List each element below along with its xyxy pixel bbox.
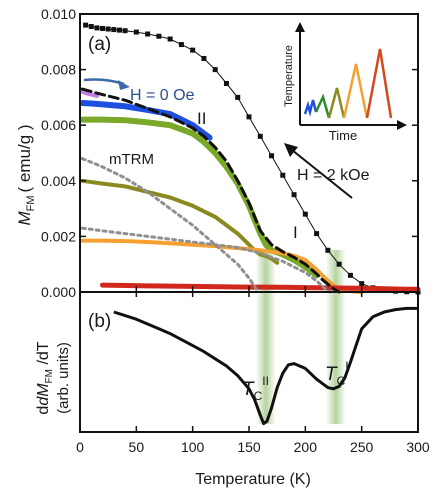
point-black_2kOe — [302, 211, 308, 217]
point-black_2kOe — [280, 172, 286, 178]
point-black_2kOe — [235, 94, 241, 100]
annotation-phase-i: I — [293, 223, 298, 242]
inset-segment-red — [365, 48, 393, 119]
point-black_2kOe — [100, 25, 106, 31]
x-tick-label: 250 — [350, 439, 374, 455]
point-black_2kOe — [156, 33, 162, 39]
point-black_2kOe — [111, 27, 117, 33]
tc-ii-label: TCII — [242, 374, 269, 403]
inset-x-label: Time — [329, 128, 357, 143]
point-black_2kOe — [359, 281, 365, 287]
point-black_2kOe — [246, 114, 252, 120]
axes: 0.000 0.002 0.004 0.006 0.008 0.010 0 50 100 150 2… — [41, 6, 430, 455]
x-tick-label: 100 — [181, 439, 205, 455]
point-black_2kOe — [212, 67, 218, 73]
inset-segment-green — [314, 93, 331, 119]
series-black_2kOe-line — [85, 24, 419, 293]
point-black_2kOe — [190, 47, 196, 53]
point-black_2kOe — [201, 55, 207, 61]
y-tick-label-a: 0.004 — [41, 173, 76, 189]
inset-segment-blue — [303, 99, 318, 117]
y-tick-label-a: 0.002 — [41, 228, 76, 244]
series-fit_dashed — [80, 87, 341, 294]
panel-b-label: (b) — [88, 311, 111, 332]
y-tick-label-a: 0.010 — [41, 6, 76, 22]
annotation-mtrm: mTRM — [109, 151, 154, 168]
series-red — [100, 282, 421, 292]
frame-panel-b — [79, 291, 419, 433]
inset-y-label: Temperature — [283, 45, 295, 107]
point-black_2kOe — [145, 31, 151, 37]
inset-segment-orange — [342, 63, 369, 119]
x-tick-label: 0 — [76, 439, 84, 455]
transition-bands — [255, 250, 346, 424]
point-black_2kOe — [167, 36, 173, 42]
panel-b — [113, 306, 418, 426]
point-black_2kOe — [257, 133, 263, 139]
annotation-h-two: H = 2 kOe — [297, 167, 370, 184]
point-black_2kOe — [347, 272, 353, 278]
series-derivative — [113, 306, 418, 426]
inset-segment-olive — [327, 87, 346, 119]
series-mTRM_upper — [80, 157, 260, 294]
y-tick-label-a: 0.006 — [41, 117, 76, 133]
panel-a-label: (a) — [88, 34, 111, 55]
arrow-h-two — [284, 143, 353, 199]
x-tick-label: 150 — [237, 439, 261, 455]
point-black_2kOe — [223, 81, 229, 86]
y-axis-label-b-line2: (arb. units) — [55, 342, 72, 414]
point-black_2kOe — [105, 26, 111, 32]
x-tick-label: 50 — [129, 439, 145, 455]
y-axis-label-a: MFM( emu/g ) — [15, 124, 37, 225]
point-black_2kOe — [88, 24, 94, 30]
x-axis-label: Temperature (K) — [195, 471, 311, 488]
point-black_2kOe — [314, 231, 320, 237]
point-black_2kOe — [94, 25, 100, 31]
series-violet — [80, 89, 99, 98]
transition-band-1 — [255, 250, 276, 424]
y-tick-label-a: 0.000 — [41, 284, 76, 300]
point-black_2kOe — [178, 42, 184, 48]
point-black_2kOe — [133, 29, 139, 35]
x-tick-label: 300 — [406, 439, 430, 455]
annotation-h-zero: H = 0 Oe — [130, 87, 195, 104]
inset-temperature-time: Temperature Time — [283, 22, 407, 143]
point-black_2kOe — [83, 22, 89, 28]
annotation-phase-ii: II — [197, 109, 206, 128]
transition-band-2 — [325, 250, 346, 424]
x-tick-label: 200 — [294, 439, 318, 455]
y-tick-label-a: 0.008 — [41, 62, 76, 78]
point-black_2kOe — [291, 192, 297, 198]
arrow-h-zero — [83, 78, 130, 90]
tc-i-label: TCI — [325, 359, 349, 388]
point-black_2kOe — [122, 28, 128, 34]
point-black_2kOe — [336, 261, 342, 267]
point-black_2kOe — [269, 153, 275, 159]
point-black_2kOe — [325, 247, 331, 253]
panel-a — [79, 22, 421, 295]
y-axis-label-b-line1: ddMFM /dT — [35, 341, 55, 414]
series-mTRM_lower — [80, 226, 332, 294]
point-black_2kOe — [116, 27, 122, 33]
